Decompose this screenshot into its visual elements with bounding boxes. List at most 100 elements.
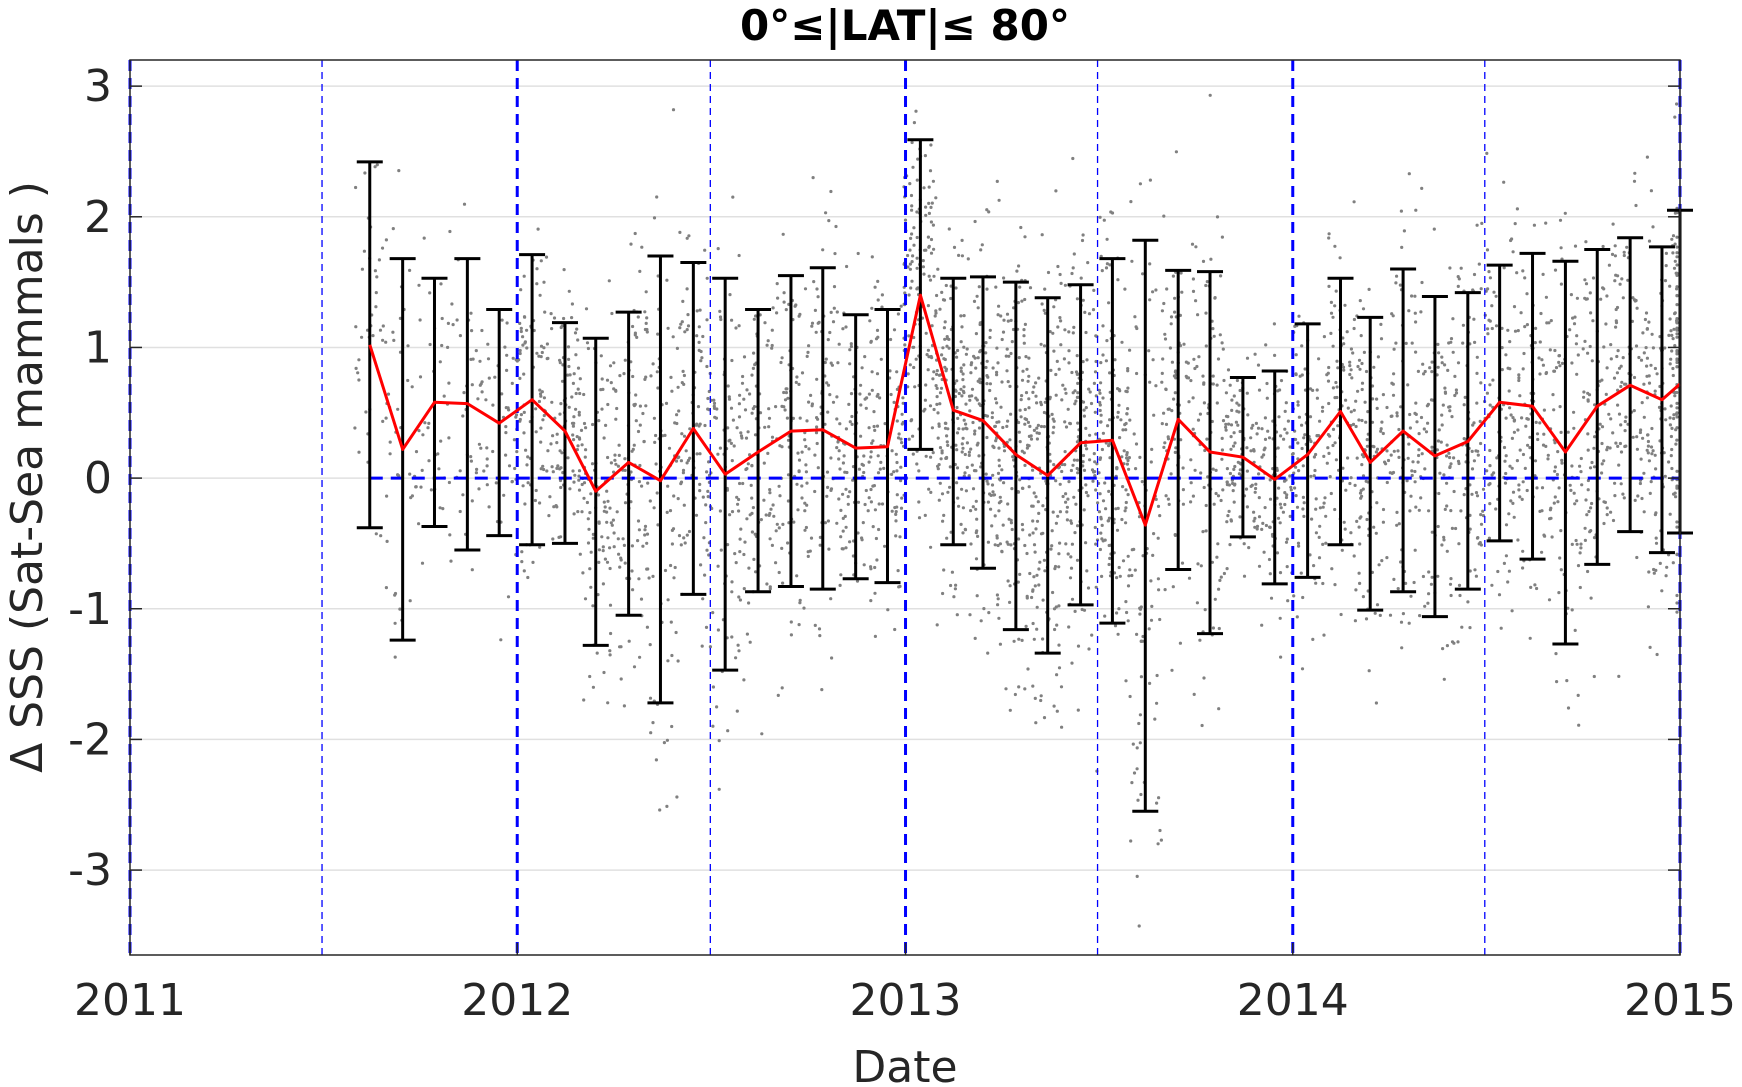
scatter-point — [867, 392, 872, 396]
scatter-point — [941, 591, 945, 596]
scatter-point — [1614, 273, 1618, 277]
scatter-point — [1027, 397, 1031, 401]
scatter-point — [997, 464, 1002, 468]
scatter-point — [848, 490, 852, 494]
scatter-point — [555, 432, 559, 436]
scatter-point — [1516, 329, 1520, 333]
scatter-point — [608, 603, 613, 607]
scatter-point — [1315, 396, 1319, 400]
scatter-point — [1009, 543, 1013, 547]
scatter-point — [1220, 457, 1224, 461]
scatter-point — [1049, 547, 1053, 551]
scatter-point — [1362, 455, 1366, 459]
scatter-point — [1616, 403, 1620, 407]
scatter-point — [1510, 436, 1514, 440]
scatter-point — [1076, 708, 1080, 712]
scatter-point — [1006, 380, 1010, 384]
scatter-point — [1426, 402, 1430, 406]
scatter-point — [1133, 568, 1137, 572]
scatter-point — [1231, 481, 1235, 486]
scatter-point — [1399, 209, 1403, 213]
scatter-point — [1534, 326, 1538, 330]
scatter-point — [636, 429, 641, 434]
scatter-point — [429, 488, 433, 492]
scatter-point — [1004, 354, 1008, 358]
scatter-point — [1294, 494, 1298, 498]
scatter-point — [1675, 365, 1679, 369]
scatter-point — [703, 573, 707, 577]
scatter-point — [1494, 324, 1499, 328]
scatter-point — [960, 254, 965, 258]
scatter-point — [763, 321, 767, 325]
scatter-point — [1321, 505, 1325, 509]
scatter-point — [1069, 468, 1073, 473]
scatter-point — [830, 656, 834, 660]
scatter-point — [1213, 597, 1217, 601]
scatter-point — [1329, 311, 1334, 315]
scatter-point — [841, 461, 846, 465]
scatter-point — [1552, 408, 1556, 412]
scatter-point — [740, 436, 744, 440]
scatter-point — [1222, 571, 1226, 576]
scatter-point — [829, 488, 833, 492]
scatter-point — [1411, 460, 1415, 464]
scatter-point — [961, 372, 965, 376]
scatter-point — [1658, 561, 1662, 566]
scatter-point — [1570, 542, 1574, 547]
scatter-point — [961, 446, 965, 450]
scatter-point — [781, 232, 785, 236]
scatter-point — [1191, 427, 1195, 431]
scatter-point — [1443, 391, 1448, 395]
scatter-point — [929, 143, 933, 147]
scatter-point — [458, 469, 462, 473]
scatter-point — [1441, 403, 1445, 407]
scatter-point — [974, 332, 979, 336]
scatter-point — [738, 598, 743, 602]
scatter-point — [677, 534, 682, 538]
scatter-point — [588, 674, 592, 679]
scatter-point — [1072, 458, 1076, 462]
scatter-point — [800, 484, 804, 488]
scatter-point — [974, 499, 978, 503]
scatter-point — [665, 804, 669, 809]
scatter-point — [1593, 435, 1597, 439]
scatter-point — [1108, 263, 1112, 267]
scatter-point — [985, 287, 989, 291]
scatter-point — [873, 508, 878, 512]
scatter-point — [474, 471, 478, 475]
scatter-point — [973, 636, 977, 641]
scatter-point — [1573, 244, 1578, 248]
scatter-point — [915, 266, 919, 270]
scatter-point — [1054, 521, 1058, 525]
scatter-point — [570, 395, 574, 399]
scatter-point — [1300, 344, 1304, 348]
scatter-point — [1410, 473, 1414, 478]
scatter-point — [1675, 360, 1679, 365]
scatter-point — [1555, 472, 1559, 477]
scatter-point — [478, 383, 482, 387]
scatter-point — [1118, 436, 1122, 440]
scatter-point — [551, 537, 555, 541]
scatter-point — [827, 219, 831, 223]
scatter-point — [357, 378, 361, 382]
scatter-point — [1348, 364, 1352, 368]
scatter-point — [889, 392, 893, 397]
scatter-point — [1475, 371, 1479, 375]
scatter-point — [1178, 344, 1183, 348]
scatter-point — [1503, 459, 1507, 463]
scatter-point — [589, 550, 593, 554]
scatter-point — [634, 419, 638, 423]
scatter-point — [1308, 437, 1312, 442]
scatter-point — [776, 693, 780, 698]
scatter-point — [582, 392, 586, 397]
scatter-point — [1115, 528, 1120, 532]
scatter-point — [437, 467, 441, 471]
scatter-point — [1202, 485, 1206, 490]
scatter-point — [927, 245, 931, 249]
scatter-point — [1169, 322, 1173, 326]
scatter-point — [1448, 465, 1452, 469]
scatter-point — [572, 421, 576, 425]
scatter-point — [1607, 412, 1611, 416]
scatter-point — [645, 625, 650, 629]
scatter-point — [1360, 494, 1364, 498]
